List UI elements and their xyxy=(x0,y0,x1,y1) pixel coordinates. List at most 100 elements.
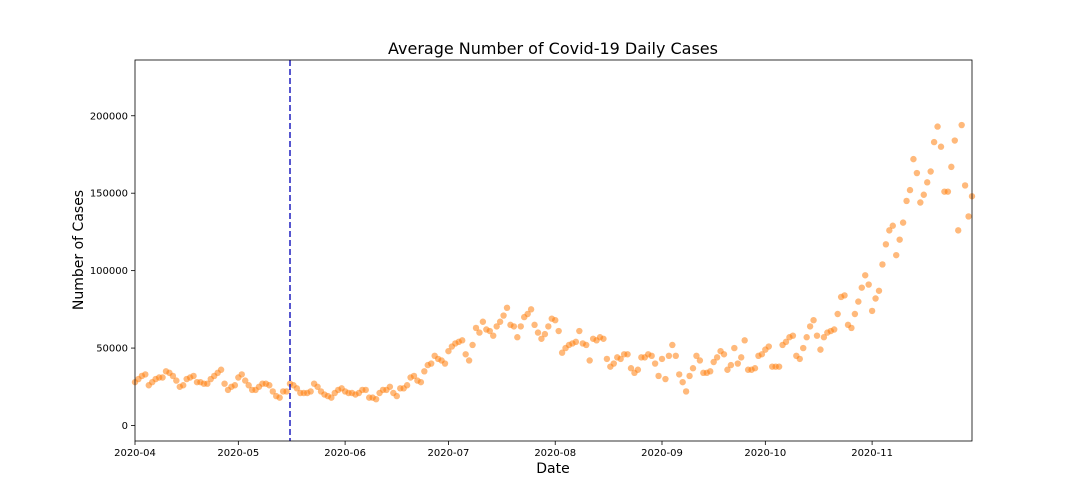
data-point xyxy=(658,355,666,363)
data-point xyxy=(872,295,879,302)
data-point xyxy=(617,355,624,363)
data-point xyxy=(848,324,855,332)
data-point xyxy=(169,372,177,380)
data-point xyxy=(913,169,921,177)
data-point xyxy=(927,168,934,175)
data-point xyxy=(693,352,700,360)
data-point xyxy=(893,251,900,259)
data-point xyxy=(221,380,228,387)
data-point xyxy=(741,337,748,344)
data-point xyxy=(810,317,817,324)
data-point xyxy=(603,355,611,363)
data-point xyxy=(831,326,838,333)
data-point xyxy=(855,298,862,305)
x-tick-label: 2020-07 xyxy=(428,448,470,459)
data-point xyxy=(142,371,149,378)
data-point xyxy=(500,312,507,319)
data-point xyxy=(269,388,276,395)
data-point xyxy=(503,304,511,311)
data-point xyxy=(276,394,283,401)
x-tick-label: 2020-10 xyxy=(744,448,786,459)
data-point xyxy=(283,388,290,395)
data-point xyxy=(417,378,425,386)
data-point xyxy=(806,323,814,330)
data-point xyxy=(689,365,697,372)
data-point xyxy=(634,366,642,373)
data-point xyxy=(648,352,655,360)
data-point xyxy=(920,191,927,198)
data-point xyxy=(180,382,187,389)
data-point xyxy=(217,366,225,373)
data-point xyxy=(665,352,673,360)
data-point xyxy=(782,338,790,346)
data-point xyxy=(686,372,693,380)
data-point xyxy=(476,329,483,336)
data-point xyxy=(190,372,197,380)
data-point xyxy=(724,366,731,373)
data-point xyxy=(917,199,924,206)
data-point xyxy=(524,310,531,318)
x-tick-label: 2020-09 xyxy=(641,448,683,459)
chart-title: Average Number of Covid-19 Daily Cases xyxy=(388,39,718,58)
data-point xyxy=(238,371,245,378)
data-point xyxy=(610,360,617,367)
data-point xyxy=(242,377,249,384)
data-point xyxy=(555,327,562,335)
data-point xyxy=(696,357,704,364)
data-point xyxy=(496,318,504,325)
data-point xyxy=(307,388,314,395)
data-point xyxy=(245,382,252,389)
data-point xyxy=(682,388,690,395)
data-point xyxy=(445,347,452,355)
data-point xyxy=(459,337,466,344)
data-point xyxy=(841,292,848,299)
data-point xyxy=(386,383,394,390)
y-tick-label: 150000 xyxy=(90,189,128,200)
data-point xyxy=(944,188,952,195)
data-point xyxy=(775,363,783,370)
data-point xyxy=(534,329,542,336)
data-points xyxy=(131,121,976,403)
data-point xyxy=(803,334,810,341)
data-point xyxy=(858,284,865,291)
data-point xyxy=(314,383,321,390)
y-tick-label: 0 xyxy=(122,421,128,432)
data-point xyxy=(851,310,859,318)
data-point xyxy=(517,323,524,330)
data-point xyxy=(328,394,335,401)
data-point xyxy=(930,138,938,146)
data-point xyxy=(889,222,896,229)
data-point xyxy=(751,365,759,372)
data-point xyxy=(465,357,473,364)
y-tick-label: 200000 xyxy=(90,111,128,122)
data-point xyxy=(527,306,535,313)
data-point xyxy=(469,341,476,349)
x-tick-label: 2020-04 xyxy=(114,448,156,459)
x-tick-label: 2020-11 xyxy=(851,448,893,459)
x-tick-label: 2020-08 xyxy=(534,448,576,459)
data-point xyxy=(583,341,590,349)
data-point xyxy=(731,344,738,352)
data-point xyxy=(441,360,449,367)
data-point xyxy=(906,186,914,194)
data-point xyxy=(558,349,566,356)
y-axis-title: Number of Cases xyxy=(71,190,87,310)
data-point xyxy=(403,382,411,389)
data-point xyxy=(293,385,301,392)
data-point xyxy=(862,272,869,279)
data-point xyxy=(899,219,907,226)
data-point xyxy=(545,323,552,330)
data-point xyxy=(204,380,211,387)
data-point xyxy=(676,371,683,378)
data-point xyxy=(948,163,955,171)
y-axis: 0 50000 100000 150000 200000 xyxy=(90,111,135,432)
data-point xyxy=(510,323,518,330)
data-point xyxy=(600,335,607,342)
data-point xyxy=(479,318,487,325)
data-point xyxy=(886,227,893,234)
data-point xyxy=(531,321,538,329)
data-point xyxy=(514,334,521,341)
data-point xyxy=(624,351,631,358)
data-point xyxy=(868,307,876,315)
data-point xyxy=(951,137,958,144)
